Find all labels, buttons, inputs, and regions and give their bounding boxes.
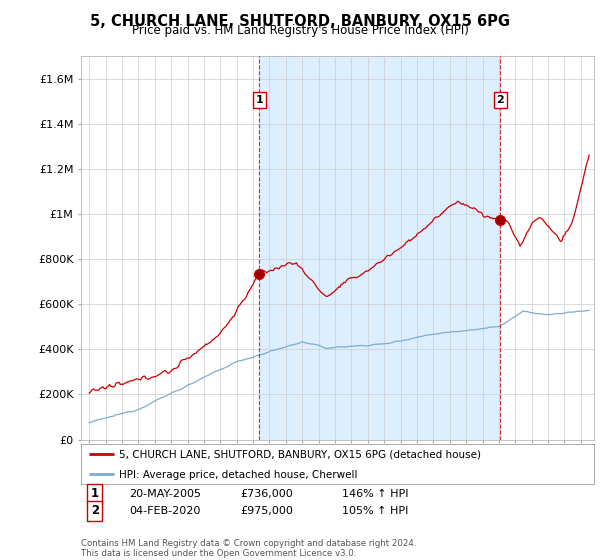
Text: 20-MAY-2005: 20-MAY-2005 bbox=[129, 489, 201, 499]
Text: 1: 1 bbox=[91, 487, 99, 501]
Text: 105% ↑ HPI: 105% ↑ HPI bbox=[342, 506, 409, 516]
Bar bbox=[259, 56, 500, 440]
Text: 5, CHURCH LANE, SHUTFORD, BANBURY, OX15 6PG: 5, CHURCH LANE, SHUTFORD, BANBURY, OX15 … bbox=[90, 14, 510, 29]
Text: 2: 2 bbox=[496, 95, 504, 105]
Text: Price paid vs. HM Land Registry's House Price Index (HPI): Price paid vs. HM Land Registry's House … bbox=[131, 24, 469, 37]
Text: 04-FEB-2020: 04-FEB-2020 bbox=[129, 506, 200, 516]
Text: HPI: Average price, detached house, Cherwell: HPI: Average price, detached house, Cher… bbox=[119, 470, 358, 480]
Text: £975,000: £975,000 bbox=[240, 506, 293, 516]
Text: 1: 1 bbox=[256, 95, 263, 105]
Text: 146% ↑ HPI: 146% ↑ HPI bbox=[342, 489, 409, 499]
Text: 5, CHURCH LANE, SHUTFORD, BANBURY, OX15 6PG (detached house): 5, CHURCH LANE, SHUTFORD, BANBURY, OX15 … bbox=[119, 450, 481, 460]
Text: £736,000: £736,000 bbox=[240, 489, 293, 499]
Text: 2: 2 bbox=[91, 504, 99, 517]
Text: Contains HM Land Registry data © Crown copyright and database right 2024.
This d: Contains HM Land Registry data © Crown c… bbox=[81, 539, 416, 558]
